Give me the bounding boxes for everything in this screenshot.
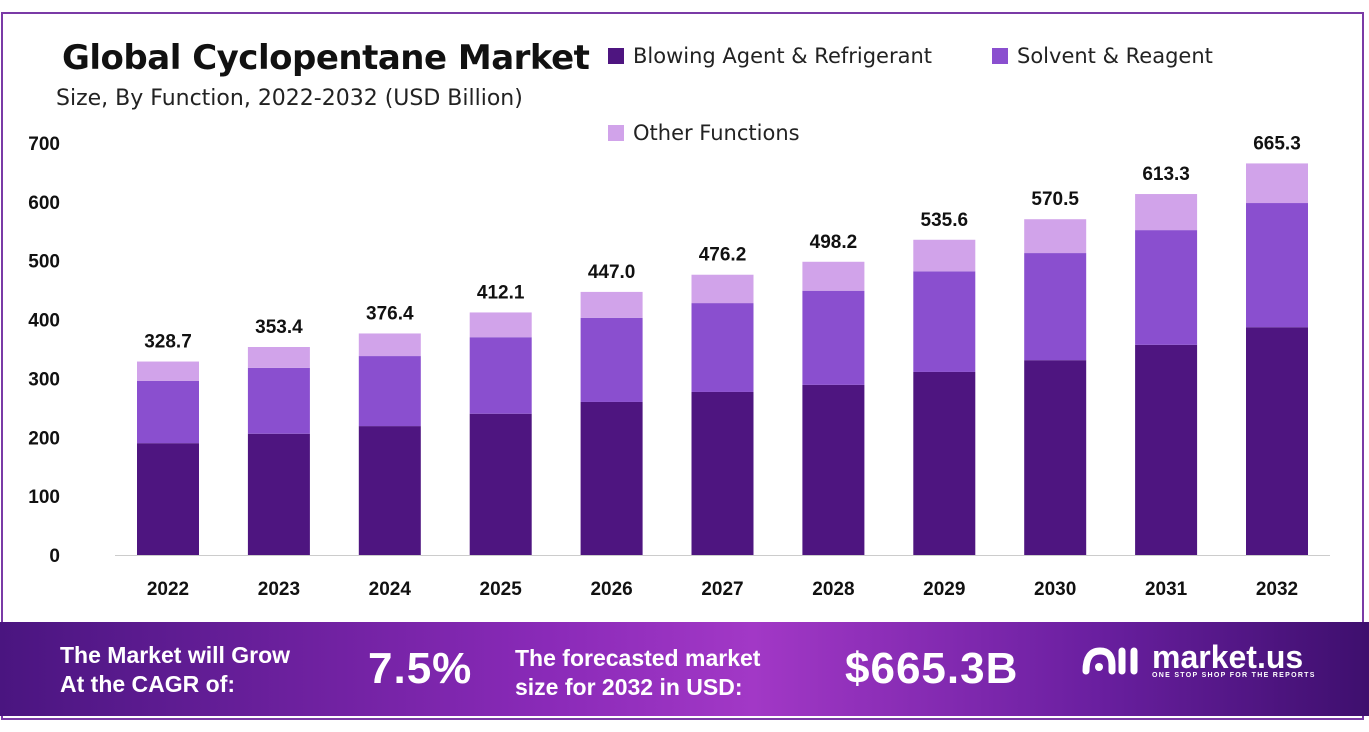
y-tick-label: 500 <box>28 252 60 273</box>
bar-segment-2026-0 <box>580 401 643 555</box>
y-tick-label: 100 <box>28 487 60 508</box>
data-label-total: 353.4 <box>255 317 303 338</box>
market-us-logo: market.us ONE STOP SHOP FOR THE REPORTS <box>1082 639 1316 679</box>
x-tick-label: 2032 <box>1256 579 1298 600</box>
bar-segment-2029-1 <box>913 271 976 372</box>
bar-segment-2026-2 <box>580 291 643 318</box>
data-label-total: 476.2 <box>699 245 747 266</box>
bar-segment-2027-2 <box>691 274 754 304</box>
bar-segment-2025-2 <box>469 312 532 338</box>
bar-segment-2024-1 <box>358 356 421 427</box>
cagr-label-line: The Market will Grow <box>60 642 291 668</box>
bar-segment-2031-1 <box>1135 230 1198 345</box>
data-label-total: 570.5 <box>1031 189 1079 210</box>
bar-segment-2032-1 <box>1246 203 1308 328</box>
data-label-total: 376.4 <box>366 303 414 324</box>
legend-item-other: Other Functions <box>608 121 800 145</box>
bar-segment-2027-1 <box>691 303 754 392</box>
x-tick-label: 2023 <box>258 579 300 600</box>
data-label-total: 613.3 <box>1142 164 1190 185</box>
bar-segment-2031-0 <box>1135 344 1198 555</box>
forecast-label: The forecasted market size for 2032 in U… <box>515 644 760 702</box>
chart-title: Global Cyclopentane Market <box>62 38 590 78</box>
y-tick-label: 300 <box>28 369 60 390</box>
legend-swatch <box>608 125 624 141</box>
data-label-total: 498.2 <box>810 232 858 253</box>
data-label-total: 447.0 <box>588 262 636 283</box>
bar-segment-2032-2 <box>1246 163 1308 204</box>
cagr-label-line: At the CAGR of: <box>60 671 236 697</box>
legend-swatch <box>992 48 1008 64</box>
cagr-label: The Market will Grow At the CAGR of: <box>60 641 290 699</box>
y-tick-label: 0 <box>49 546 60 567</box>
cagr-value: 7.5% <box>368 644 473 693</box>
data-label-total: 665.3 <box>1253 133 1301 154</box>
legend-item-solvent: Solvent & Reagent <box>992 44 1213 68</box>
bar-segment-2022-1 <box>137 380 199 444</box>
forecast-label-line: The forecasted market <box>515 645 761 671</box>
y-tick-label: 600 <box>28 193 60 214</box>
bar-segment-2032-0 <box>1246 327 1308 555</box>
bar-segment-2025-0 <box>469 413 532 555</box>
legend-swatch <box>608 48 624 64</box>
data-label-total: 328.7 <box>144 332 192 353</box>
y-tick-label: 400 <box>28 311 60 332</box>
bar-segment-2026-1 <box>580 317 643 402</box>
y-tick-label: 200 <box>28 428 60 449</box>
bar-segment-2030-2 <box>1024 219 1087 254</box>
bar-segment-2024-2 <box>358 333 421 357</box>
x-tick-label: 2022 <box>147 579 189 600</box>
x-tick-label: 2024 <box>369 579 412 600</box>
logo-name: market.us <box>1152 639 1304 675</box>
data-label-total: 535.6 <box>921 210 969 231</box>
legend-label: Other Functions <box>633 121 800 145</box>
bar-segment-2023-1 <box>247 367 310 434</box>
bar-segment-2031-2 <box>1135 194 1198 231</box>
x-tick-label: 2031 <box>1145 579 1188 600</box>
bar-segment-2028-0 <box>802 384 865 555</box>
bar-segment-2030-1 <box>1024 253 1087 361</box>
bar-segment-2030-0 <box>1024 360 1087 555</box>
y-tick-label: 700 <box>28 134 60 155</box>
x-tick-label: 2028 <box>812 579 854 600</box>
bar-segment-2022-2 <box>137 361 199 381</box>
bar-segment-2028-1 <box>802 290 865 385</box>
logo-icon <box>1082 646 1138 674</box>
logo-tagline: ONE STOP SHOP FOR THE REPORTS <box>1152 672 1316 679</box>
forecast-label-line: size for 2032 in USD: <box>515 674 743 700</box>
bar-chart: 0 100 200 300 400 500 600 700 328.7 2022 353.4 2023… <box>28 133 1330 600</box>
bar-segment-2022-0 <box>137 443 199 555</box>
x-tick-label: 2027 <box>701 579 743 600</box>
x-tick-label: 2026 <box>590 579 632 600</box>
data-label-total: 412.1 <box>477 282 525 303</box>
legend-label: Solvent & Reagent <box>1017 44 1213 68</box>
x-tick-label: 2025 <box>480 579 523 600</box>
bar-segment-2023-0 <box>247 433 310 555</box>
legend-item-blowing-agent: Blowing Agent & Refrigerant <box>608 44 932 68</box>
x-tick-label: 2030 <box>1034 579 1076 600</box>
chart-subtitle: Size, By Function, 2022-2032 (USD Billio… <box>56 86 523 111</box>
legend-label: Blowing Agent & Refrigerant <box>633 44 933 68</box>
summary-banner: The Market will Grow At the CAGR of: 7.5… <box>0 622 1369 716</box>
x-tick-label: 2029 <box>923 579 965 600</box>
bar-segment-2025-1 <box>469 337 532 414</box>
bar-segment-2028-2 <box>802 261 865 291</box>
forecast-value: $665.3B <box>845 644 1019 693</box>
bar-segment-2029-0 <box>913 371 976 555</box>
chart-frame <box>1 12 1364 720</box>
bar-segment-2029-2 <box>913 239 976 272</box>
bar-segment-2023-2 <box>247 346 310 368</box>
bar-segment-2024-0 <box>358 426 421 555</box>
bar-segment-2027-0 <box>691 391 754 555</box>
